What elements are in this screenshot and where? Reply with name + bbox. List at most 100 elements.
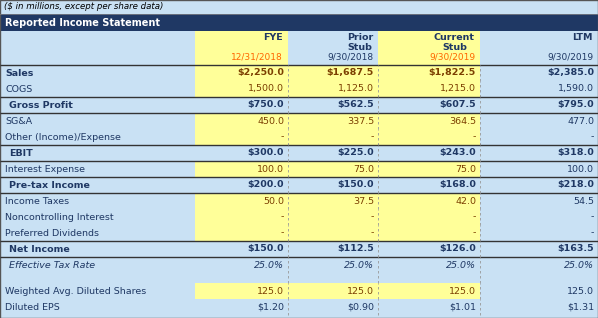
Text: $318.0: $318.0: [557, 149, 594, 157]
Text: 9/30/2019: 9/30/2019: [429, 53, 475, 62]
Bar: [378, 177, 480, 193]
Bar: [288, 129, 378, 145]
Text: -: -: [472, 212, 476, 222]
Bar: [0, 209, 195, 225]
Bar: [0, 299, 195, 315]
Bar: [288, 299, 378, 315]
Text: 125.0: 125.0: [257, 287, 284, 295]
Text: -: -: [371, 212, 374, 222]
Text: 42.0: 42.0: [455, 197, 476, 205]
Text: -: -: [371, 133, 374, 142]
Text: FYE: FYE: [263, 33, 283, 42]
Text: -: -: [591, 133, 594, 142]
Text: ($ in millions, except per share data): ($ in millions, except per share data): [4, 2, 163, 11]
Bar: [195, 31, 288, 65]
Bar: [480, 283, 598, 299]
Text: Gross Profit: Gross Profit: [9, 100, 73, 109]
Bar: [480, 225, 598, 241]
Text: 37.5: 37.5: [353, 197, 374, 205]
Bar: [480, 113, 598, 129]
Bar: [195, 209, 288, 225]
Text: 25.0%: 25.0%: [344, 260, 374, 269]
Text: 1,125.0: 1,125.0: [338, 85, 374, 93]
Text: Current
Stub: Current Stub: [434, 33, 475, 52]
Text: $300.0: $300.0: [248, 149, 284, 157]
Text: 75.0: 75.0: [455, 164, 476, 174]
Text: $225.0: $225.0: [337, 149, 374, 157]
Bar: [378, 97, 480, 113]
Text: $200.0: $200.0: [248, 181, 284, 190]
Bar: [288, 283, 378, 299]
Bar: [195, 225, 288, 241]
Bar: [288, 273, 378, 283]
Bar: [195, 81, 288, 97]
Text: Net Income: Net Income: [9, 245, 70, 253]
Bar: [288, 257, 378, 273]
Text: 25.0%: 25.0%: [254, 260, 284, 269]
Bar: [288, 81, 378, 97]
Text: Sales: Sales: [5, 68, 33, 78]
Bar: [0, 225, 195, 241]
Bar: [288, 177, 378, 193]
Text: 54.5: 54.5: [573, 197, 594, 205]
Bar: [288, 193, 378, 209]
Bar: [288, 97, 378, 113]
Bar: [195, 161, 288, 177]
Text: $150.0: $150.0: [337, 181, 374, 190]
Text: 50.0: 50.0: [263, 197, 284, 205]
Text: 25.0%: 25.0%: [446, 260, 476, 269]
Text: 9/30/2019: 9/30/2019: [547, 53, 593, 62]
Bar: [195, 257, 288, 273]
Bar: [288, 65, 378, 81]
Text: $1,822.5: $1,822.5: [429, 68, 476, 78]
Text: -: -: [371, 229, 374, 238]
Text: Other (Income)/Expense: Other (Income)/Expense: [5, 133, 121, 142]
Bar: [378, 31, 480, 65]
Bar: [378, 65, 480, 81]
Text: $112.5: $112.5: [337, 245, 374, 253]
Bar: [480, 299, 598, 315]
Text: -: -: [472, 229, 476, 238]
Bar: [480, 97, 598, 113]
Bar: [195, 177, 288, 193]
Bar: [378, 209, 480, 225]
Text: -: -: [280, 212, 284, 222]
Bar: [480, 193, 598, 209]
Text: 1,500.0: 1,500.0: [248, 85, 284, 93]
Bar: [480, 209, 598, 225]
Text: $243.0: $243.0: [440, 149, 476, 157]
Text: $150.0: $150.0: [248, 245, 284, 253]
Text: Pre-tax Income: Pre-tax Income: [9, 181, 90, 190]
Bar: [195, 129, 288, 145]
Text: 450.0: 450.0: [257, 116, 284, 126]
Bar: [480, 65, 598, 81]
Bar: [288, 161, 378, 177]
Bar: [480, 81, 598, 97]
Text: 100.0: 100.0: [567, 164, 594, 174]
Bar: [0, 257, 195, 273]
Bar: [0, 31, 598, 65]
Bar: [378, 225, 480, 241]
Text: $218.0: $218.0: [557, 181, 594, 190]
Bar: [480, 145, 598, 161]
Bar: [480, 129, 598, 145]
Text: 1,590.0: 1,590.0: [558, 85, 594, 93]
Bar: [378, 193, 480, 209]
Text: 364.5: 364.5: [449, 116, 476, 126]
Bar: [480, 273, 598, 283]
Bar: [195, 273, 288, 283]
Text: $168.0: $168.0: [439, 181, 476, 190]
Text: LTM: LTM: [572, 33, 593, 42]
Text: -: -: [591, 229, 594, 238]
Bar: [378, 299, 480, 315]
Bar: [0, 193, 195, 209]
Text: 25.0%: 25.0%: [564, 260, 594, 269]
Text: 125.0: 125.0: [567, 287, 594, 295]
Text: SG&A: SG&A: [5, 116, 32, 126]
Text: -: -: [591, 212, 594, 222]
Bar: [0, 129, 195, 145]
Bar: [195, 193, 288, 209]
Bar: [378, 113, 480, 129]
Text: $2,250.0: $2,250.0: [237, 68, 284, 78]
Bar: [378, 161, 480, 177]
